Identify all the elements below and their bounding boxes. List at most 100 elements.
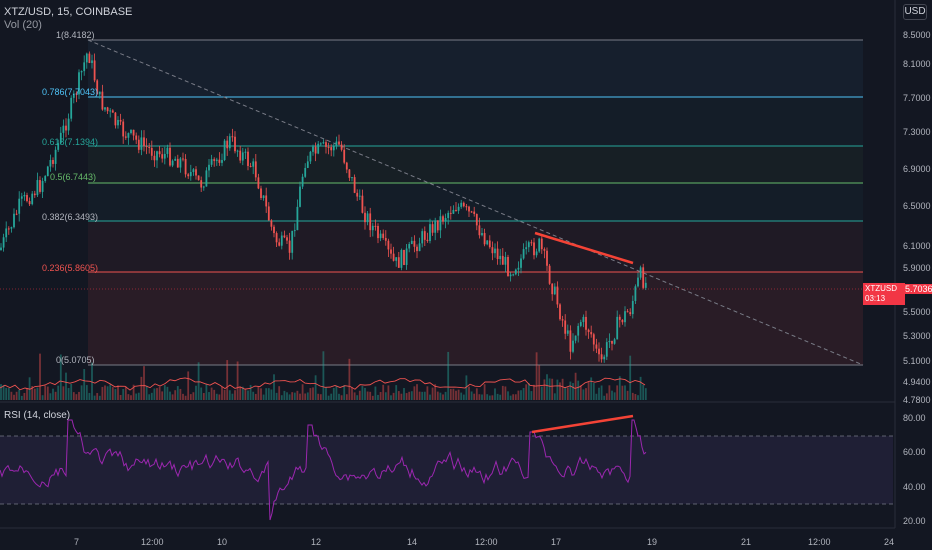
candle-body bbox=[520, 258, 522, 268]
candle-body bbox=[33, 193, 36, 196]
volume-bar bbox=[210, 387, 213, 400]
volume-bar bbox=[397, 391, 400, 400]
volume-bar bbox=[124, 386, 127, 400]
volume-bar bbox=[117, 385, 119, 400]
volume-bar bbox=[462, 394, 465, 400]
volume-bar bbox=[192, 392, 195, 400]
volume-bar bbox=[377, 394, 379, 400]
volume-bar bbox=[543, 379, 546, 400]
candle-body bbox=[137, 139, 140, 150]
candle-body bbox=[475, 214, 478, 226]
candle-body bbox=[221, 160, 223, 163]
volume-bar bbox=[231, 393, 234, 400]
candle-body bbox=[132, 129, 135, 136]
candle-body bbox=[96, 80, 99, 95]
candle-body bbox=[431, 224, 434, 233]
candle-body bbox=[418, 243, 421, 252]
volume-bar bbox=[39, 353, 41, 400]
volume-bar bbox=[629, 355, 632, 400]
volume-bar bbox=[603, 395, 606, 400]
volume-bar bbox=[457, 389, 460, 400]
candle-body bbox=[340, 144, 343, 150]
volume-bar bbox=[564, 387, 567, 400]
volume-bar bbox=[223, 389, 226, 400]
volume-bar bbox=[54, 391, 57, 400]
volume-bar bbox=[330, 393, 333, 400]
fib-zone bbox=[88, 40, 863, 97]
time-tick: 12:00 bbox=[475, 537, 498, 547]
volume-bar bbox=[410, 391, 413, 400]
volume-bar bbox=[140, 376, 143, 400]
candle-body bbox=[548, 265, 551, 284]
candle-body bbox=[41, 181, 44, 192]
volume-bar bbox=[260, 388, 262, 400]
candle-body bbox=[631, 300, 634, 315]
currency-button[interactable]: USD bbox=[903, 4, 927, 20]
volume-bar bbox=[436, 391, 439, 400]
candle-body bbox=[44, 176, 47, 182]
volume-bar bbox=[62, 386, 65, 400]
candle-body bbox=[421, 231, 424, 244]
candle-body bbox=[254, 161, 257, 178]
candle-body bbox=[468, 206, 470, 212]
volume-bar bbox=[403, 388, 405, 400]
candle-body bbox=[286, 237, 288, 241]
candle-body bbox=[122, 121, 125, 137]
volume-bar bbox=[83, 368, 86, 400]
candle-body bbox=[356, 192, 359, 197]
candle-body bbox=[5, 228, 8, 238]
candle-body bbox=[460, 202, 463, 207]
candle-body bbox=[345, 162, 348, 170]
rsi-tick: 80.00 bbox=[903, 413, 926, 423]
volume-bar bbox=[150, 392, 153, 400]
time-tick: 24 bbox=[884, 537, 895, 547]
volume-bar bbox=[187, 371, 190, 400]
candle-body bbox=[192, 169, 195, 173]
candle-body bbox=[501, 255, 504, 265]
candle-body bbox=[231, 136, 234, 138]
volume-bar bbox=[351, 387, 353, 400]
candle-body bbox=[551, 283, 554, 295]
volume-bar bbox=[517, 390, 520, 400]
volume-bar bbox=[382, 384, 385, 400]
candle-body bbox=[390, 249, 392, 254]
volume-bar bbox=[624, 385, 626, 400]
volume-bar bbox=[405, 393, 408, 400]
candle-body bbox=[226, 140, 229, 149]
volume-bar bbox=[400, 393, 403, 400]
volume-bar bbox=[618, 376, 621, 400]
volume-bar bbox=[452, 388, 455, 400]
volume-bar bbox=[579, 385, 582, 400]
volume-bar bbox=[522, 388, 525, 400]
volume-bar bbox=[15, 391, 18, 400]
candle-body bbox=[111, 110, 114, 113]
volume-bar bbox=[421, 391, 424, 400]
candle-body bbox=[564, 320, 567, 334]
candle-body bbox=[353, 177, 356, 193]
current-price-value: 5.7036 bbox=[903, 284, 932, 294]
volume-bar bbox=[262, 394, 265, 400]
volume-bar bbox=[327, 395, 330, 400]
volume-bar bbox=[28, 377, 31, 400]
candle-body bbox=[348, 169, 351, 178]
candle-body bbox=[101, 91, 104, 110]
volume-bar bbox=[449, 388, 452, 400]
volume-bar bbox=[572, 383, 574, 400]
volume-bar bbox=[364, 387, 366, 400]
time-tick: 19 bbox=[647, 537, 658, 547]
volume-bar bbox=[91, 362, 93, 400]
candle-body bbox=[23, 195, 26, 197]
volume-bar bbox=[418, 391, 421, 400]
current-price-symbol: XTZUSD bbox=[865, 284, 897, 293]
candle-body bbox=[626, 311, 629, 313]
volume-bar bbox=[556, 379, 559, 400]
candle-body bbox=[439, 216, 442, 231]
candle-body bbox=[80, 71, 83, 73]
volume-bar bbox=[202, 393, 205, 400]
candle-body bbox=[447, 212, 450, 219]
volume-bar bbox=[611, 390, 613, 400]
candle-body bbox=[301, 176, 304, 187]
candle-body bbox=[223, 140, 226, 161]
